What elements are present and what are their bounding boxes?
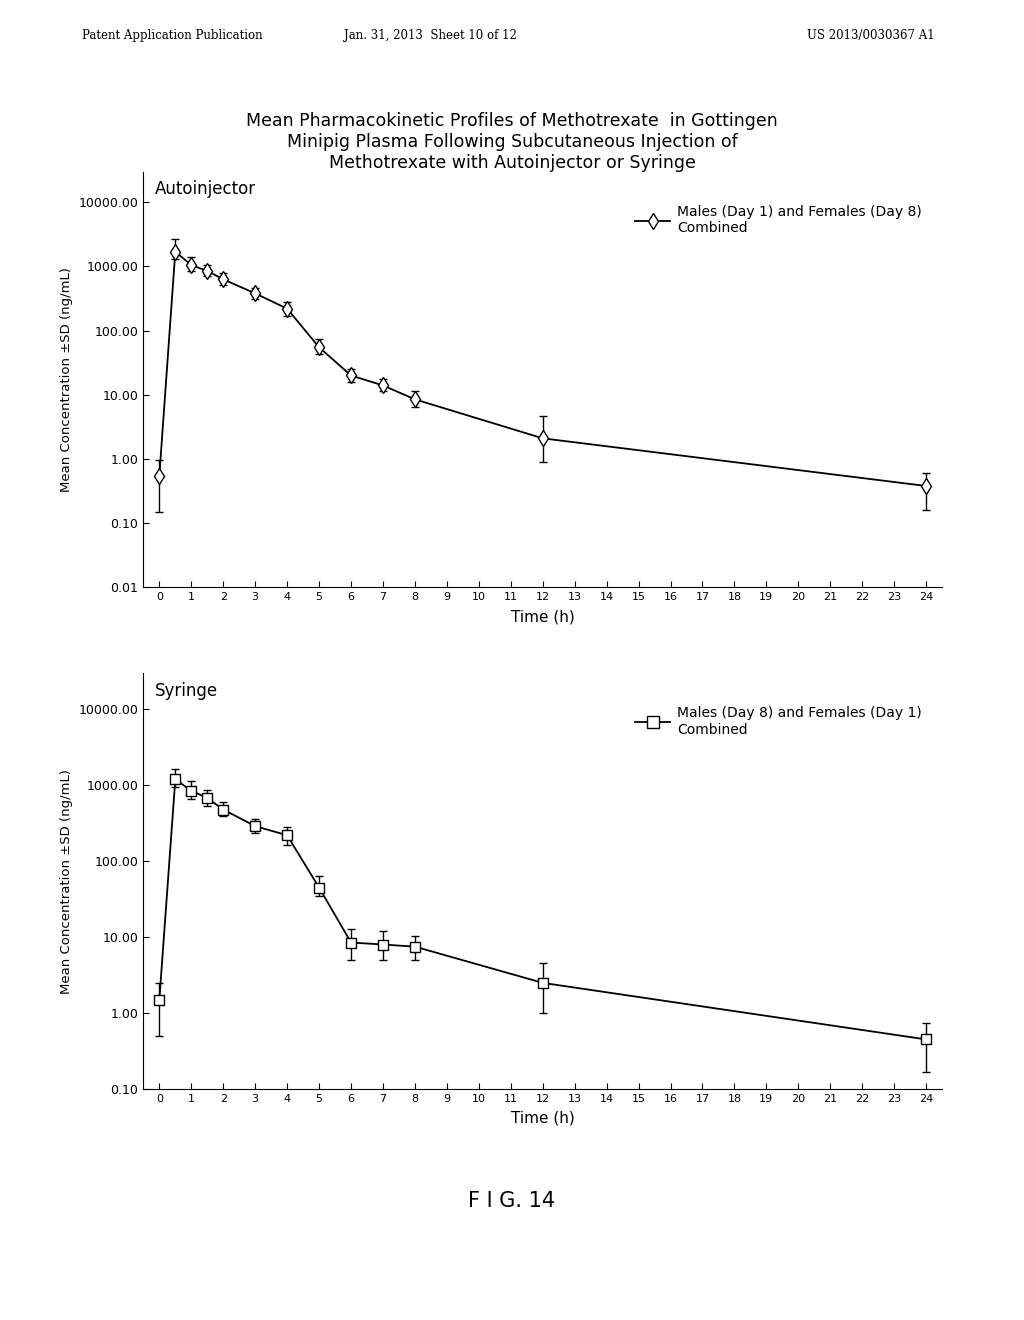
Text: Syringe: Syringe [156,681,218,700]
Y-axis label: Mean Concentration ±SD (ng/mL): Mean Concentration ±SD (ng/mL) [60,768,73,994]
Legend: Males (Day 1) and Females (Day 8)
Combined: Males (Day 1) and Females (Day 8) Combin… [630,199,927,240]
X-axis label: Time (h): Time (h) [511,1111,574,1126]
Text: Jan. 31, 2013  Sheet 10 of 12: Jan. 31, 2013 Sheet 10 of 12 [344,29,516,42]
Text: F I G. 14: F I G. 14 [468,1191,556,1212]
Y-axis label: Mean Concentration ±SD (ng/mL): Mean Concentration ±SD (ng/mL) [60,267,73,492]
Text: Patent Application Publication: Patent Application Publication [82,29,262,42]
Text: Mean Pharmacokinetic Profiles of Methotrexate  in Gottingen
Minipig Plasma Follo: Mean Pharmacokinetic Profiles of Methotr… [246,112,778,172]
Legend: Males (Day 8) and Females (Day 1)
Combined: Males (Day 8) and Females (Day 1) Combin… [630,701,927,742]
Text: Autoinjector: Autoinjector [156,180,256,198]
X-axis label: Time (h): Time (h) [511,610,574,624]
Text: US 2013/0030367 A1: US 2013/0030367 A1 [807,29,934,42]
